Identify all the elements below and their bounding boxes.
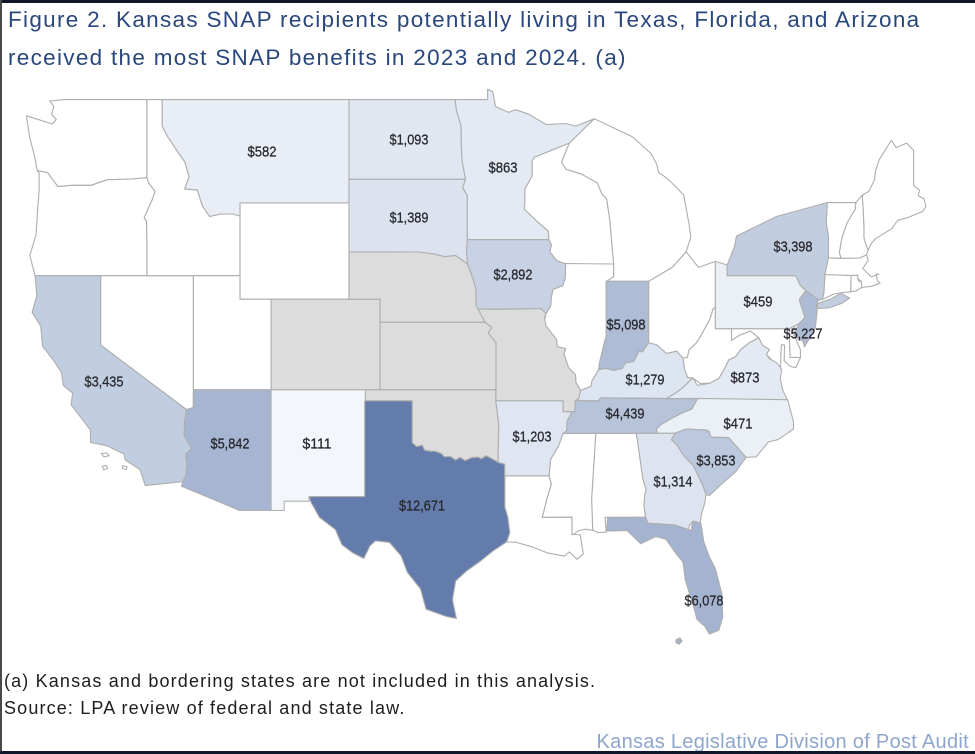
svg-text:$1,314: $1,314	[654, 474, 693, 491]
svg-text:$12,671: $12,671	[399, 498, 445, 515]
svg-text:$863: $863	[489, 160, 518, 177]
svg-text:$459: $459	[744, 294, 773, 311]
svg-text:$1,203: $1,203	[513, 429, 552, 446]
svg-text:$582: $582	[248, 144, 277, 161]
svg-text:$873: $873	[731, 370, 760, 387]
svg-text:$5,842: $5,842	[211, 436, 250, 453]
svg-text:$4,439: $4,439	[606, 406, 645, 423]
svg-text:$471: $471	[724, 416, 753, 433]
svg-text:$3,435: $3,435	[85, 374, 124, 391]
svg-text:$6,078: $6,078	[685, 593, 724, 610]
svg-text:$1,279: $1,279	[626, 372, 665, 389]
svg-text:$1,389: $1,389	[390, 210, 429, 227]
svg-text:$111: $111	[303, 436, 332, 453]
svg-text:$5,098: $5,098	[607, 317, 646, 334]
svg-text:$2,892: $2,892	[494, 267, 533, 284]
svg-text:$1,093: $1,093	[390, 132, 429, 149]
svg-text:$3,398: $3,398	[774, 239, 813, 256]
svg-text:$5,227: $5,227	[784, 326, 823, 343]
svg-text:$3,853: $3,853	[697, 453, 736, 470]
